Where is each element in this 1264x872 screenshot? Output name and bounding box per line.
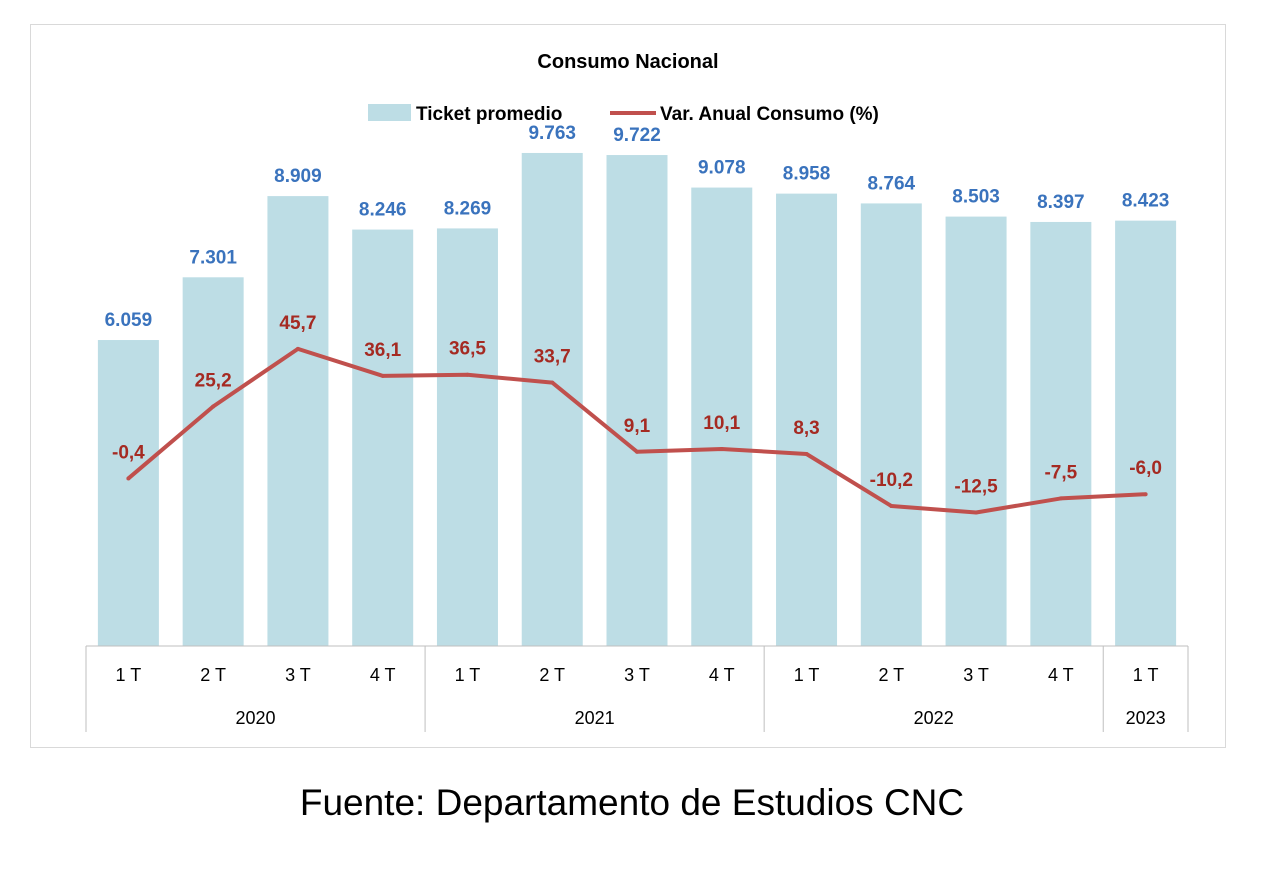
bar <box>97 340 159 646</box>
legend-label-var: Var. Anual Consumo (%) <box>660 104 879 125</box>
bar-value-label: 8.423 <box>1122 191 1170 212</box>
x-group-label: 2023 <box>1126 708 1166 728</box>
x-tick-label: 2 T <box>200 665 226 685</box>
line-value-label: 8,3 <box>793 418 819 439</box>
line-point <box>465 372 470 377</box>
x-tick-label: 3 T <box>963 665 989 685</box>
x-tick-label: 1 T <box>116 665 142 685</box>
bar-value-label: 8.909 <box>274 166 322 187</box>
line-value-label: 10,1 <box>703 413 740 434</box>
line-value-label: 9,1 <box>624 416 651 437</box>
line-point <box>635 449 639 454</box>
bar-value-label: 7.301 <box>189 247 237 268</box>
x-tick-label: 2 T <box>878 665 904 685</box>
chart-title: Consumo Nacional <box>537 51 718 73</box>
bar-value-label: 8.764 <box>868 173 916 194</box>
bar-value-label: 9.722 <box>613 125 661 146</box>
x-tick-label: 1 T <box>455 665 481 685</box>
bar-value-label: 8.397 <box>1037 192 1085 213</box>
bar <box>691 187 753 646</box>
x-group-label: 2022 <box>914 708 954 728</box>
line-point <box>1058 496 1063 501</box>
bar <box>860 203 922 646</box>
line-point <box>974 510 979 515</box>
bar <box>267 196 329 646</box>
bar <box>1030 221 1092 647</box>
legend-label-ticket: Ticket promedio <box>416 104 562 125</box>
source-note: Fuente: Departamento de Estudios CNC <box>299 782 965 823</box>
legend-swatch-ticket <box>368 104 411 121</box>
bar <box>776 193 838 646</box>
x-tick-label: 1 T <box>794 665 820 685</box>
x-tick-label: 3 T <box>624 665 650 685</box>
line-point <box>804 452 809 457</box>
x-tick-label: 4 T <box>1048 665 1074 685</box>
line-value-label: 36,1 <box>364 340 401 361</box>
line-value-label: 36,5 <box>449 339 486 360</box>
x-tick-label: 3 T <box>285 665 311 685</box>
bar-value-label: 6.059 <box>105 310 153 331</box>
line-value-label: -0,4 <box>112 442 145 463</box>
bar <box>606 155 668 646</box>
line-point <box>1143 492 1148 497</box>
x-group-label: 2020 <box>236 708 276 728</box>
line-value-label: 33,7 <box>534 347 571 368</box>
bar <box>182 277 244 646</box>
x-tick-label: 2 T <box>539 665 565 685</box>
bar-value-label: 8.958 <box>783 164 831 185</box>
bar-value-label: 9.078 <box>698 158 746 179</box>
bar <box>945 216 1007 646</box>
bar-value-label: 8.503 <box>952 187 1000 208</box>
x-tick-label: 1 T <box>1133 665 1159 685</box>
x-group-label: 2021 <box>575 708 615 728</box>
line-point <box>295 346 300 351</box>
line-value-label: -7,5 <box>1044 462 1077 483</box>
line-point <box>719 446 724 451</box>
x-tick-label: 4 T <box>370 665 396 685</box>
line-value-label: -12,5 <box>954 476 998 497</box>
bar-value-label: 9.763 <box>528 123 576 144</box>
line-point <box>126 476 131 481</box>
bar-value-label: 8.246 <box>359 200 407 221</box>
line-value-label: -6,0 <box>1129 458 1162 479</box>
line-value-label: 45,7 <box>279 313 316 334</box>
bar <box>352 229 414 646</box>
line-point <box>889 504 894 509</box>
x-tick-label: 4 T <box>709 665 735 685</box>
line-point <box>550 380 555 385</box>
line-point <box>380 373 385 378</box>
line-value-label: 25,2 <box>195 370 232 391</box>
line-value-label: -10,2 <box>870 470 913 491</box>
bar <box>436 228 498 646</box>
bar-value-label: 8.269 <box>444 198 492 219</box>
line-point <box>211 404 216 409</box>
bar <box>1115 220 1177 647</box>
